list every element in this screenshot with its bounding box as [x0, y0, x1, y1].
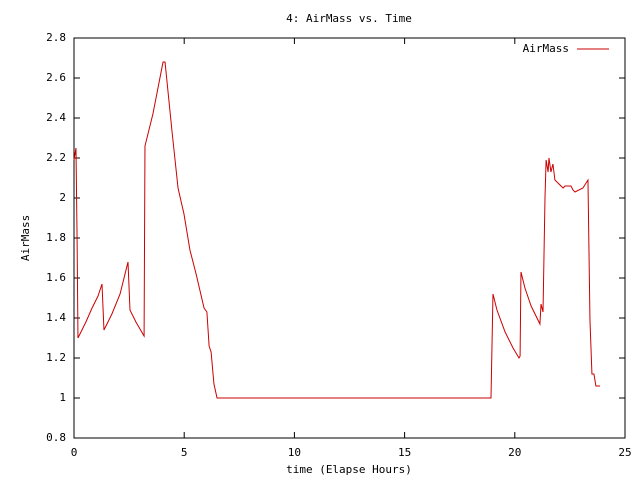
x-tick-label: 15 — [398, 446, 411, 459]
x-tick-label: 5 — [181, 446, 188, 459]
chart-title: 4: AirMass vs. Time — [286, 12, 412, 25]
x-tick-label: 20 — [508, 446, 521, 459]
y-tick-label: 1.4 — [46, 311, 66, 324]
y-tick-label: 1.2 — [46, 351, 66, 364]
x-tick-label: 10 — [288, 446, 301, 459]
y-tick-label: 0.8 — [46, 431, 66, 444]
y-tick-label: 2.6 — [46, 71, 66, 84]
y-tick-label: 1 — [59, 391, 66, 404]
y-tick-label: 2.8 — [46, 31, 66, 44]
data-line — [73, 61, 601, 399]
x-axis-label: time (Elapse Hours) — [286, 463, 412, 476]
x-tick-label: 0 — [71, 446, 78, 459]
y-axis-label: AirMass — [19, 215, 32, 261]
legend-label: AirMass — [523, 42, 569, 55]
y-tick-label: 2.4 — [46, 111, 66, 124]
y-tick-label: 2.2 — [46, 151, 66, 164]
x-tick-label: 25 — [618, 446, 631, 459]
y-tick-label: 1.6 — [46, 271, 66, 284]
y-tick-label: 2 — [59, 191, 66, 204]
y-tick-label: 1.8 — [46, 231, 66, 244]
